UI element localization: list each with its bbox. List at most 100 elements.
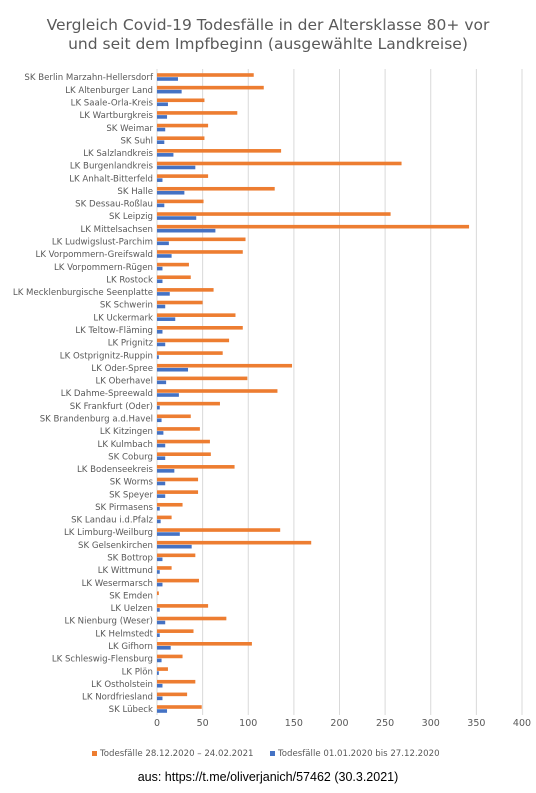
chart-title: Vergleich Covid-19 Todesfälle in der Alt… <box>0 16 536 54</box>
x-tick-label: 150 <box>285 718 303 729</box>
category-label: LK Oder-Spree <box>91 364 153 374</box>
bar-series-2 <box>157 304 166 309</box>
bar-series-2 <box>157 279 163 284</box>
bar-series-2 <box>157 190 185 195</box>
bar-series-2 <box>157 456 166 460</box>
category-label: SK Frankfurt (Oder) <box>70 402 153 412</box>
bar-series-1 <box>157 288 214 292</box>
bar-series-1 <box>157 667 168 671</box>
bar-series-2 <box>157 519 161 524</box>
bar-series-2 <box>157 102 168 107</box>
x-tick-label: 200 <box>330 718 348 729</box>
bar-series-2 <box>157 469 175 473</box>
bar-series-1 <box>157 540 312 545</box>
bar-series-2 <box>157 203 165 208</box>
bar-series-1 <box>157 477 199 482</box>
category-label: LK Nordfriesland <box>82 693 153 703</box>
source-note: aus: https://t.me/oliverjanich/57462 (30… <box>137 770 399 784</box>
category-label: SK Suhl <box>120 136 153 146</box>
bar-series-1 <box>157 98 205 103</box>
category-label: LK Uckermark <box>93 313 153 323</box>
bar-series-1 <box>157 414 191 419</box>
bar-series-1 <box>157 85 264 90</box>
bar-series-2 <box>157 178 163 182</box>
bar-series-1 <box>157 161 402 166</box>
bar-series-2 <box>157 608 160 612</box>
bar-series-1 <box>157 123 209 128</box>
category-label: LK Teltow-Fläming <box>75 326 153 336</box>
bar-series-2 <box>157 165 196 170</box>
legend-swatch-series-2 <box>270 751 275 756</box>
bar-series-1 <box>157 313 236 317</box>
bar-series-1 <box>157 452 211 456</box>
category-label: LK Wittmund <box>98 566 153 576</box>
bar-series-2 <box>157 557 163 562</box>
category-label: SK Speyer <box>109 490 153 500</box>
category-label: SK Pirmasens <box>95 503 153 513</box>
bar-series-1 <box>157 465 235 469</box>
category-label: LK Uelzen <box>111 604 153 614</box>
category-label: SK Brandenburg a.d.Havel <box>40 414 153 424</box>
category-label: LK Helmstedt <box>95 629 153 639</box>
bar-series-1 <box>157 427 200 431</box>
legend-label-series-1: Todesfälle 28.12.2020 – 24.02.2021 <box>99 749 254 759</box>
bar-series-2 <box>157 393 179 397</box>
bar-series-1 <box>157 376 248 381</box>
category-labels: SK Berlin Marzahn-Hellersdorf LK Altenbur… <box>13 73 154 715</box>
bar-series-2 <box>157 418 162 423</box>
category-label: SK Leipzig <box>109 212 153 222</box>
bars <box>157 73 470 713</box>
x-tick-label: 350 <box>467 718 485 729</box>
category-label: SK Lübeck <box>109 705 153 715</box>
category-label: SK Gelsenkirchen <box>78 541 153 551</box>
category-label: LK Kulmbach <box>98 440 153 450</box>
bar-series-1 <box>157 275 191 280</box>
category-label: SK Worms <box>110 478 154 488</box>
bar-series-1 <box>157 502 183 507</box>
bar-series-2 <box>157 228 216 233</box>
category-label: LK Oberhavel <box>95 377 153 387</box>
bar-series-1 <box>157 174 209 178</box>
bar-series-2 <box>157 380 167 385</box>
legend-label-series-2: Todesfälle 01.01.2020 bis 27.12.2020 <box>277 749 440 759</box>
bar-series-2 <box>157 443 166 448</box>
bar-series-2 <box>157 77 178 81</box>
x-tick-label: 400 <box>513 718 531 729</box>
bar-series-2 <box>157 494 166 498</box>
x-tick-label: 100 <box>239 718 257 729</box>
category-label: LK Altenburger Land <box>65 86 153 96</box>
bar-series-1 <box>157 604 209 608</box>
category-label: SK Weimar <box>106 124 153 134</box>
category-label: LK Saale-Orla-Kreis <box>71 98 154 108</box>
bar-series-1 <box>157 578 199 583</box>
bar-series-2 <box>157 405 160 410</box>
category-label: LK Vorpommern-Greifswald <box>36 250 153 260</box>
bar-series-1 <box>157 591 159 596</box>
x-axis-tick-labels: 0 50 100 150 200 250 300 350 400 <box>154 718 531 729</box>
x-tick-label: 0 <box>154 718 160 729</box>
legend-swatch-series-1 <box>92 751 97 756</box>
bar-series-1 <box>157 616 227 621</box>
bar-series-2 <box>157 709 168 713</box>
bar-series-1 <box>157 490 199 494</box>
bar-series-2 <box>157 266 163 271</box>
bar-series-2 <box>157 506 160 511</box>
bar-series-2 <box>157 292 170 296</box>
category-label: SK Berlin Marzahn-Hellersdorf <box>24 73 154 83</box>
category-label: SK Landau i.d.Pfalz <box>71 516 153 526</box>
x-tick-label: 300 <box>422 718 440 729</box>
bar-series-1 <box>157 224 470 229</box>
bar-series-1 <box>157 566 172 570</box>
bar-series-2 <box>157 683 163 688</box>
category-label: LK Salzlandkreis <box>83 149 153 159</box>
bar-series-1 <box>157 515 172 520</box>
category-label: LK Vorpommern-Rügen <box>54 263 153 273</box>
bar-series-2 <box>157 254 172 258</box>
bar-series-2 <box>157 570 160 574</box>
bar-series-2 <box>157 646 171 650</box>
category-label: LK Wesermarsch <box>82 579 153 589</box>
category-label: LK Mecklenburgische Seenplatte <box>13 288 153 298</box>
bar-series-1 <box>157 692 188 697</box>
category-label: LK Ostholstein <box>91 680 153 690</box>
bar-series-1 <box>157 326 243 330</box>
